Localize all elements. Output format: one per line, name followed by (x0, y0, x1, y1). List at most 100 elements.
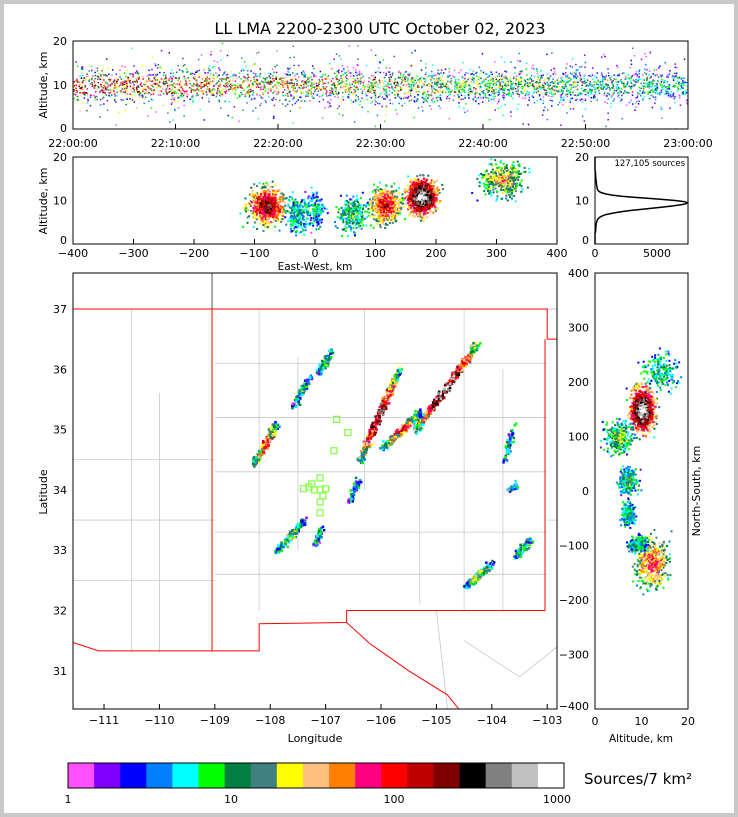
source-mark (526, 74, 528, 76)
source-mark (681, 83, 683, 86)
source-mark (113, 99, 116, 102)
source-mark (416, 175, 419, 178)
source-mark (250, 186, 253, 189)
source-mark (409, 202, 412, 205)
source-mark (174, 86, 176, 89)
source-mark (355, 94, 358, 97)
source-mark (259, 208, 262, 211)
source-mark (522, 92, 524, 95)
source-mark (266, 206, 269, 209)
source-mark (251, 98, 253, 100)
source-mark (593, 86, 595, 89)
source-mark (551, 81, 554, 84)
source-mark (266, 81, 268, 84)
source-mark (660, 91, 663, 94)
source-mark (238, 72, 241, 74)
source-mark (431, 87, 433, 90)
source-mark (586, 79, 589, 82)
source-mark (251, 195, 254, 198)
source-mark (515, 77, 518, 80)
source-mark (567, 76, 570, 78)
source-mark (105, 81, 107, 84)
source-mark (646, 68, 649, 71)
source-mark (84, 85, 86, 88)
source-mark (402, 79, 404, 82)
source-mark (541, 84, 544, 87)
source-mark (394, 79, 396, 81)
source-mark (135, 86, 138, 89)
source-mark (81, 67, 83, 69)
source-mark (197, 94, 199, 96)
source-mark (349, 86, 352, 89)
source-mark (412, 197, 415, 200)
source-mark (135, 77, 137, 79)
source-mark (413, 96, 416, 98)
source-mark (445, 83, 448, 85)
source-mark (474, 94, 477, 96)
source-mark (275, 203, 278, 206)
source-mark (168, 77, 171, 79)
source-mark (154, 82, 157, 85)
source-mark (346, 66, 349, 68)
source-mark (249, 193, 252, 196)
source-mark (256, 208, 259, 211)
source-mark (248, 96, 251, 98)
source-mark (251, 189, 254, 192)
source-mark (137, 85, 140, 87)
source-mark (523, 79, 526, 82)
source-mark (171, 87, 173, 89)
source-mark (218, 101, 221, 103)
source-mark (338, 83, 341, 85)
source-mark (252, 195, 255, 198)
source-mark (607, 72, 610, 74)
source-mark (673, 84, 675, 87)
source-mark (481, 72, 483, 74)
source-mark (271, 191, 274, 194)
source-mark (447, 85, 450, 88)
source-mark (458, 71, 460, 74)
source-mark (431, 205, 434, 208)
source-mark (141, 94, 144, 96)
source-mark (542, 86, 544, 89)
source-mark (94, 84, 97, 87)
source-mark (535, 88, 538, 91)
source-mark (223, 78, 226, 80)
source-mark (511, 81, 514, 84)
source-mark (127, 79, 130, 81)
source-mark (482, 80, 484, 82)
source-mark (495, 84, 497, 86)
source-mark (337, 70, 339, 72)
source-mark (274, 213, 277, 216)
source-mark (441, 76, 444, 78)
source-mark (100, 89, 103, 91)
source-mark (165, 90, 167, 93)
source-mark (172, 92, 174, 94)
source-mark (625, 78, 628, 80)
source-mark (262, 190, 265, 193)
source-mark (121, 83, 124, 85)
source-mark (419, 203, 422, 206)
source-mark (435, 82, 438, 84)
source-mark (192, 89, 195, 91)
source-mark (435, 197, 438, 200)
source-mark (553, 81, 556, 84)
source-mark (444, 85, 446, 88)
source-mark (260, 96, 263, 98)
source-mark (255, 201, 258, 204)
source-mark (581, 115, 584, 118)
source-mark (310, 87, 313, 90)
source-mark (206, 76, 208, 78)
source-mark (409, 84, 412, 86)
source-mark (597, 84, 600, 86)
source-mark (92, 75, 94, 77)
source-mark (264, 205, 267, 208)
source-mark (273, 212, 276, 215)
source-mark (546, 73, 549, 76)
source-mark (433, 188, 436, 191)
source-mark (365, 64, 368, 67)
source-mark (683, 77, 685, 79)
source-mark (299, 90, 302, 93)
source-mark (282, 205, 285, 208)
source-mark (407, 78, 410, 81)
source-mark (607, 86, 609, 88)
